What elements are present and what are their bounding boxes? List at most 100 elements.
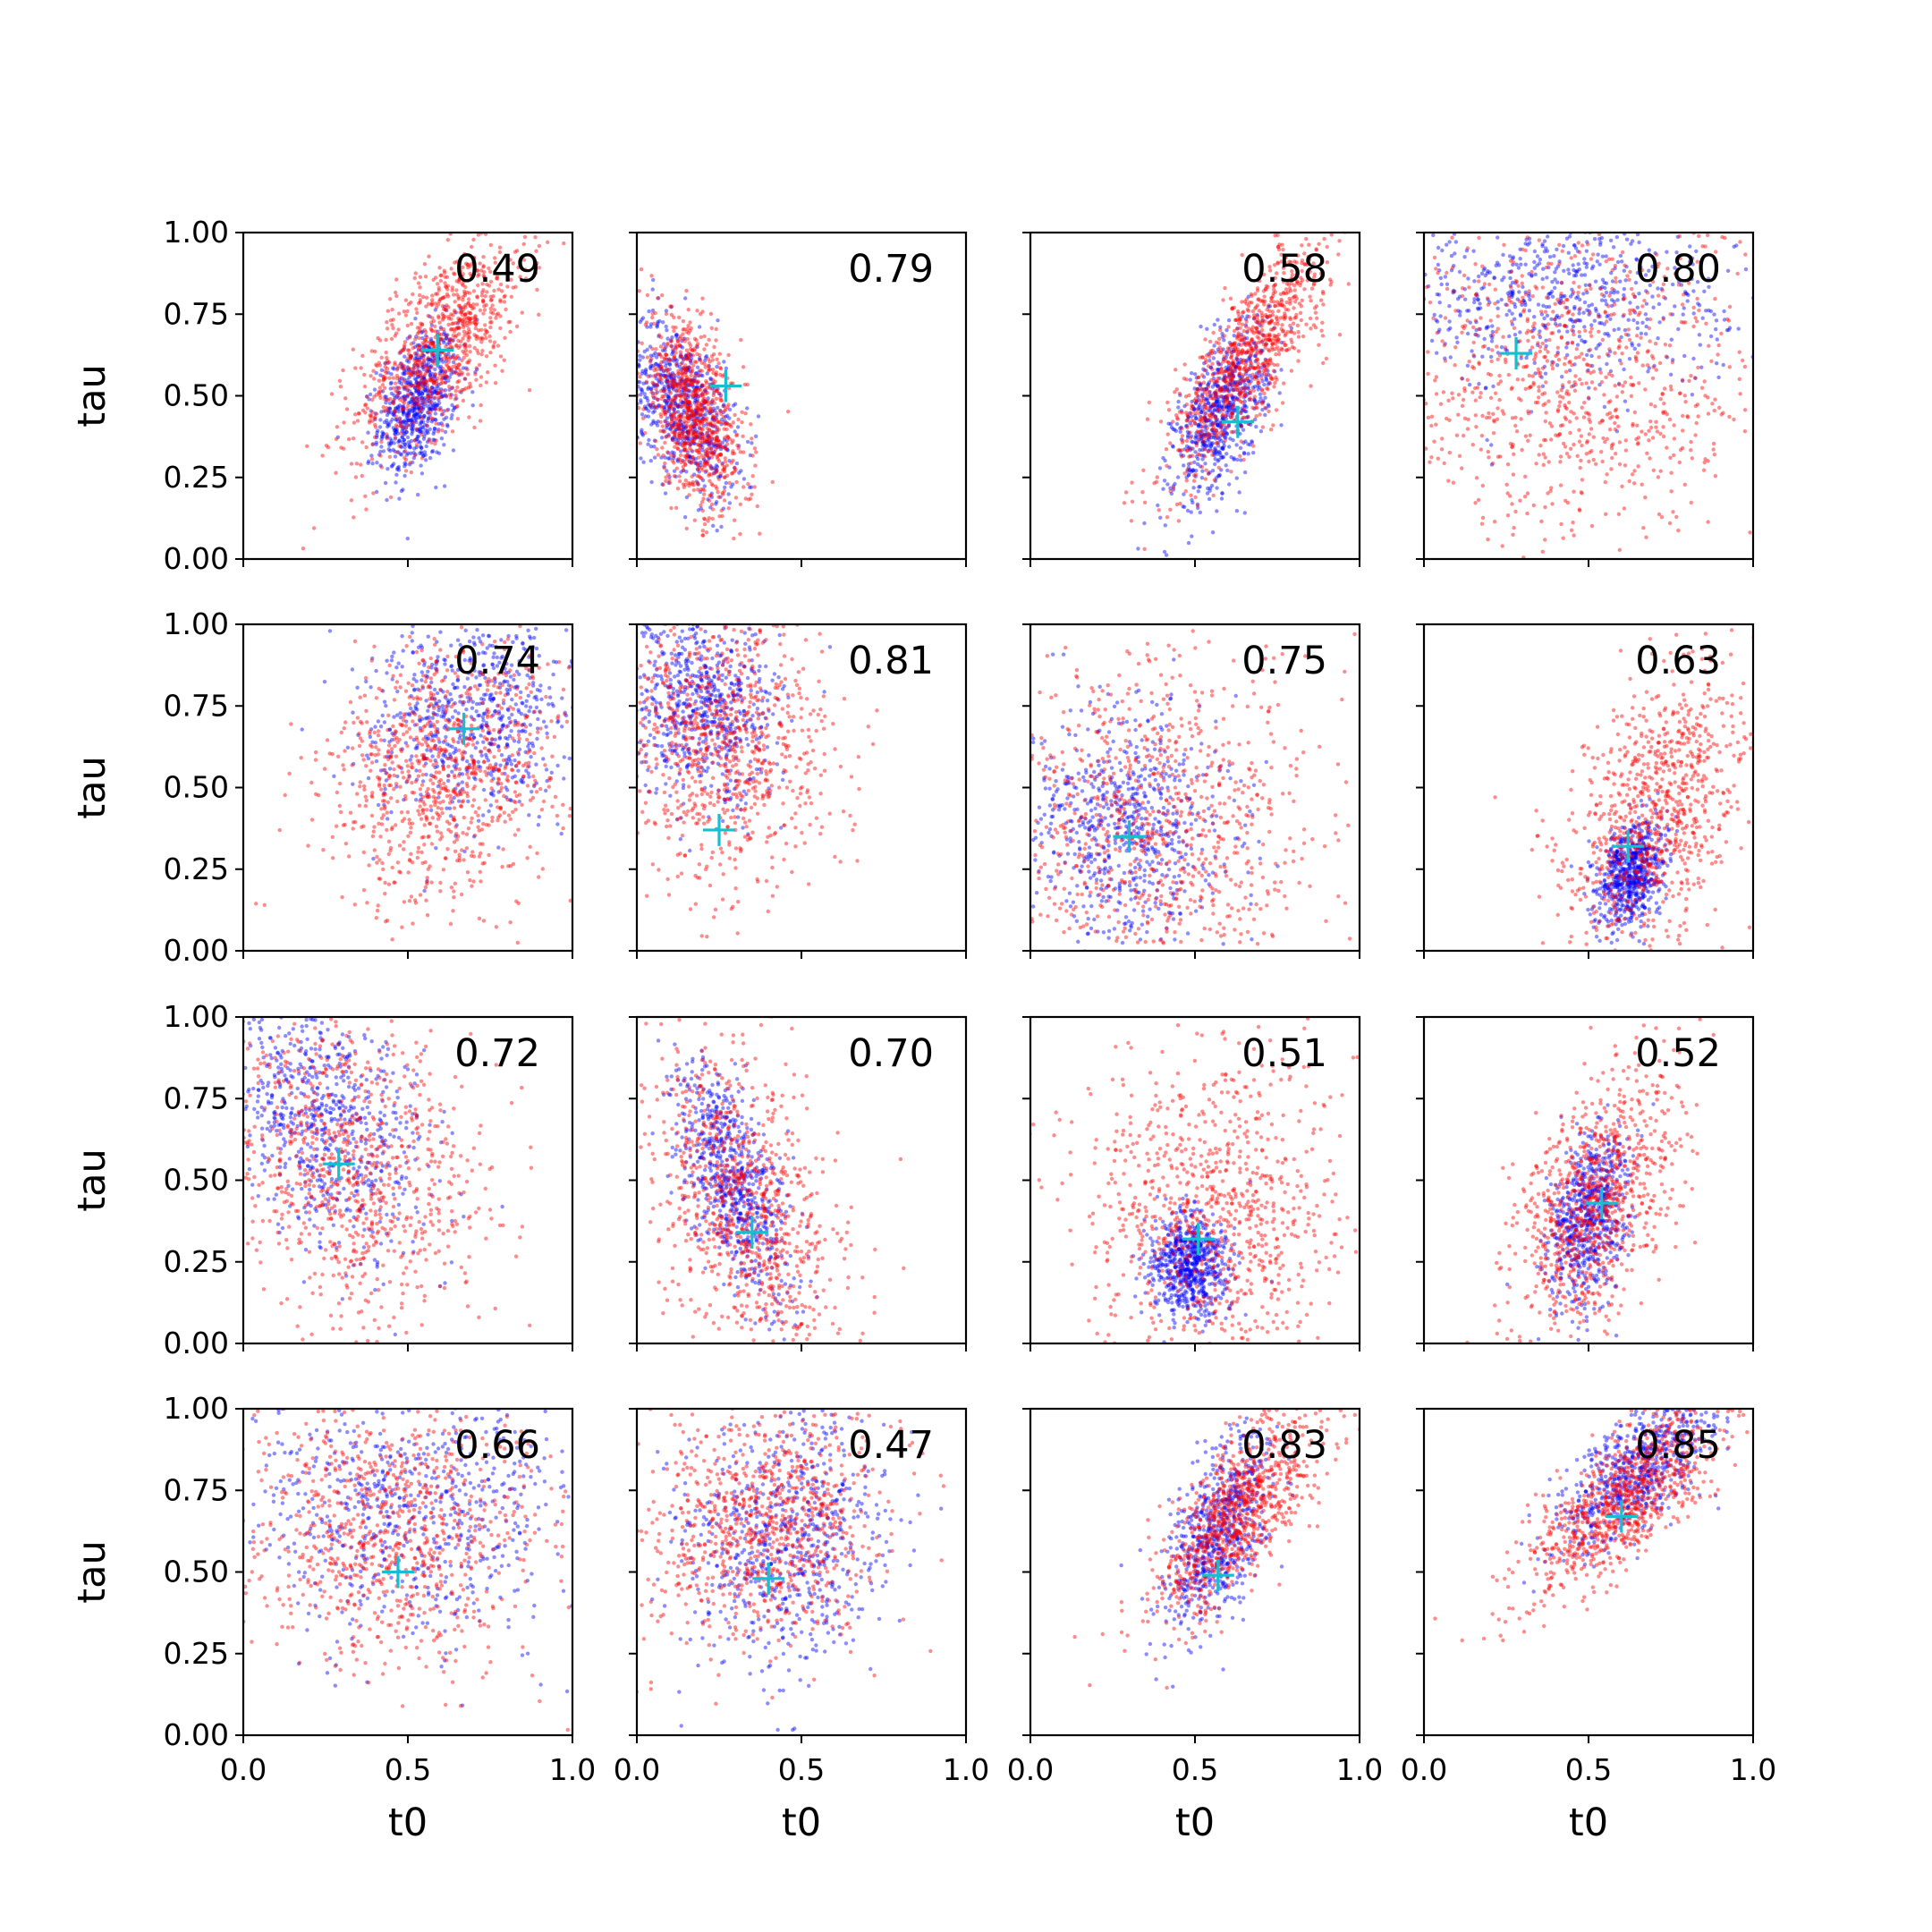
- red-point: [407, 335, 412, 340]
- blue-point: [708, 464, 713, 469]
- red-point: [1210, 361, 1215, 366]
- red-point: [1284, 255, 1288, 260]
- red-point: [723, 422, 727, 427]
- red-point: [395, 450, 400, 454]
- blue-point: [1216, 423, 1220, 428]
- blue-point: [402, 397, 408, 402]
- red-point: [691, 353, 695, 358]
- red-point: [1199, 464, 1205, 470]
- blue-point: [667, 362, 673, 367]
- blue-point: [1212, 381, 1217, 386]
- red-point: [1185, 419, 1190, 423]
- red-point: [661, 482, 665, 487]
- red-point: [689, 424, 693, 428]
- red-point: [1191, 479, 1197, 483]
- red-point: [1187, 454, 1191, 459]
- red-point: [463, 342, 468, 346]
- red-point: [1322, 236, 1326, 242]
- red-point: [397, 311, 402, 316]
- red-point: [729, 381, 733, 386]
- blue-point: [640, 318, 644, 322]
- blue-point: [1582, 300, 1588, 305]
- red-point: [682, 415, 686, 419]
- blue-point: [418, 451, 422, 455]
- blue-point: [668, 427, 673, 431]
- red-point: [454, 288, 459, 292]
- red-point: [462, 387, 466, 392]
- red-point: [694, 343, 699, 348]
- red-point: [1309, 286, 1315, 291]
- red-point: [431, 318, 436, 324]
- red-point: [1239, 335, 1243, 339]
- red-point: [462, 325, 466, 329]
- red-point: [388, 297, 393, 301]
- red-point: [664, 412, 668, 417]
- blue-point: [389, 411, 394, 415]
- blue-point: [650, 308, 656, 313]
- blue-point: [679, 368, 683, 372]
- red-point: [680, 372, 684, 377]
- red-point: [491, 311, 496, 316]
- blue-point: [402, 425, 406, 430]
- red-point: [688, 320, 692, 325]
- blue-point: [1443, 275, 1448, 279]
- red-point: [1293, 315, 1299, 320]
- blue-point: [677, 381, 682, 386]
- red-point: [391, 401, 395, 405]
- red-point: [665, 450, 670, 454]
- blue-point: [680, 392, 685, 397]
- red-point: [1257, 309, 1262, 313]
- red-point: [714, 467, 719, 472]
- blue-point: [711, 381, 716, 386]
- blue-point: [683, 367, 688, 371]
- red-point: [1267, 268, 1273, 273]
- blue-point: [640, 412, 645, 417]
- red-point: [696, 443, 700, 447]
- red-point: [488, 310, 494, 315]
- red-point: [446, 322, 451, 327]
- blue-point: [712, 470, 716, 475]
- blue-point: [427, 399, 432, 403]
- red-point: [1267, 320, 1271, 325]
- blue-point: [411, 414, 416, 419]
- red-point: [448, 327, 453, 332]
- blue-point: [405, 388, 410, 393]
- red-point: [1229, 411, 1234, 416]
- blue-point: [722, 402, 726, 407]
- red-point: [699, 409, 705, 414]
- red-point: [682, 445, 687, 450]
- red-point: [423, 275, 428, 279]
- red-point: [449, 267, 453, 271]
- red-point: [722, 404, 726, 409]
- blue-point: [1266, 304, 1271, 309]
- blue-point: [1211, 376, 1216, 381]
- red-point: [463, 303, 468, 308]
- red-point: [416, 380, 420, 386]
- red-point: [1260, 320, 1265, 326]
- red-point: [433, 372, 437, 377]
- blue-point: [420, 391, 425, 396]
- red-point: [738, 531, 742, 537]
- blue-point: [414, 436, 419, 442]
- blue-point: [678, 402, 682, 406]
- blue-point: [1242, 336, 1247, 341]
- blue-point: [1216, 318, 1220, 322]
- red-point: [410, 403, 414, 408]
- red-point: [707, 410, 711, 414]
- blue-point: [406, 440, 411, 445]
- blue-point: [1217, 410, 1222, 414]
- blue-point: [414, 335, 419, 339]
- red-point: [1246, 415, 1250, 419]
- blue-point: [402, 394, 407, 399]
- red-point: [703, 440, 708, 445]
- red-point: [535, 261, 539, 266]
- blue-point: [409, 354, 413, 360]
- red-point: [1253, 306, 1258, 310]
- red-point: [1201, 399, 1207, 403]
- red-point: [1275, 337, 1281, 342]
- red-point: [697, 465, 702, 470]
- red-point: [1184, 411, 1189, 415]
- blue-point: [1235, 382, 1240, 387]
- red-point: [402, 455, 407, 460]
